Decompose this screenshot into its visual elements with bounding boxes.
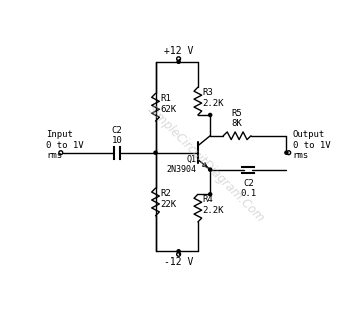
- Text: Input
0 to 1V
rms: Input 0 to 1V rms: [46, 130, 84, 160]
- Text: R3
2.2K: R3 2.2K: [203, 88, 224, 108]
- Text: C2
0.1: C2 0.1: [240, 179, 256, 198]
- Circle shape: [209, 168, 212, 171]
- Circle shape: [177, 60, 180, 63]
- Circle shape: [209, 193, 212, 196]
- Circle shape: [209, 113, 212, 117]
- Text: C2
10: C2 10: [112, 126, 122, 145]
- Text: Q1
2N3904: Q1 2N3904: [166, 155, 196, 175]
- Text: Output
0 to 1V
rms: Output 0 to 1V rms: [292, 130, 330, 160]
- Text: R4
2.2K: R4 2.2K: [203, 195, 224, 215]
- Text: -12 V: -12 V: [164, 257, 193, 268]
- Circle shape: [154, 151, 157, 154]
- Text: SimpleCircuitDiagram.Com: SimpleCircuitDiagram.Com: [144, 103, 267, 225]
- Circle shape: [285, 151, 288, 154]
- Text: R5
8K: R5 8K: [232, 109, 243, 128]
- Text: R1
62K: R1 62K: [160, 95, 176, 114]
- Text: +12 V: +12 V: [164, 46, 193, 56]
- Circle shape: [177, 250, 180, 253]
- Text: R2
22K: R2 22K: [160, 189, 176, 209]
